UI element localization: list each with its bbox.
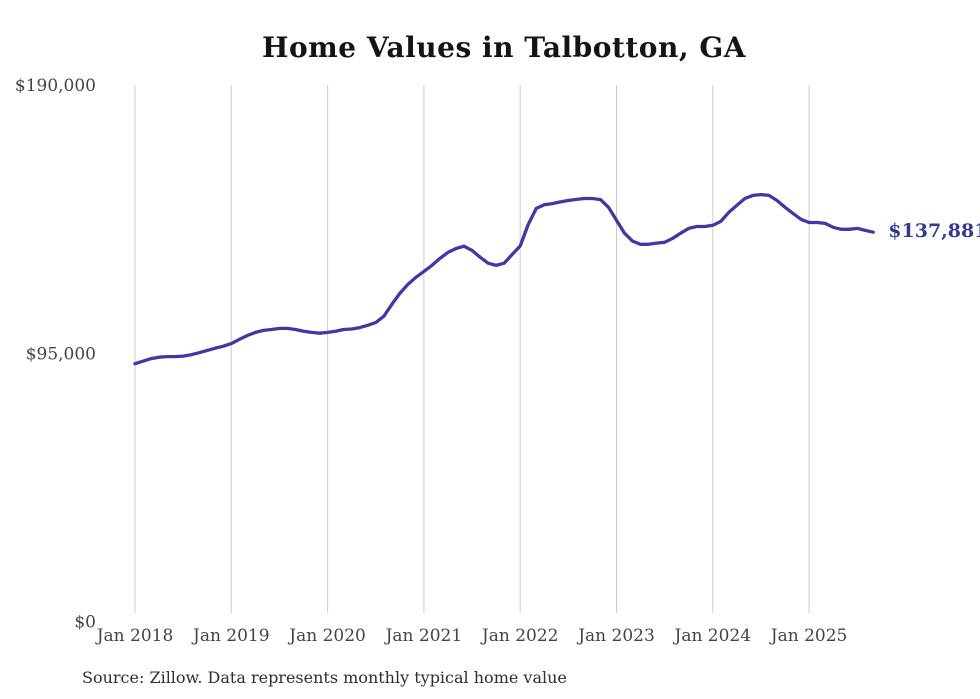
value-line: [133, 192, 875, 366]
x-axis-tick-label: Jan 2020: [287, 626, 366, 646]
x-axis-tick-label: Jan 2021: [384, 626, 463, 646]
x-axis-tick-label: Jan 2023: [576, 626, 655, 646]
x-axis-tick-label: Jan 2018: [95, 626, 174, 646]
source-note: Source: Zillow. Data represents monthly …: [82, 668, 567, 687]
chart-title: Home Values in Talbotton, GA: [262, 31, 746, 64]
x-axis-tick-label: Jan 2022: [480, 626, 559, 646]
y-axis-tick-label: $95,000: [26, 344, 96, 364]
x-axis-tick-label: Jan 2019: [191, 626, 270, 646]
y-axis-tick-label: $190,000: [15, 76, 96, 96]
x-axis-tick-label: Jan 2024: [673, 626, 752, 646]
current-value-label: $137,881: [888, 220, 980, 243]
y-axis-tick-label: $0: [74, 613, 96, 633]
x-axis-tick-label: Jan 2025: [769, 626, 848, 646]
